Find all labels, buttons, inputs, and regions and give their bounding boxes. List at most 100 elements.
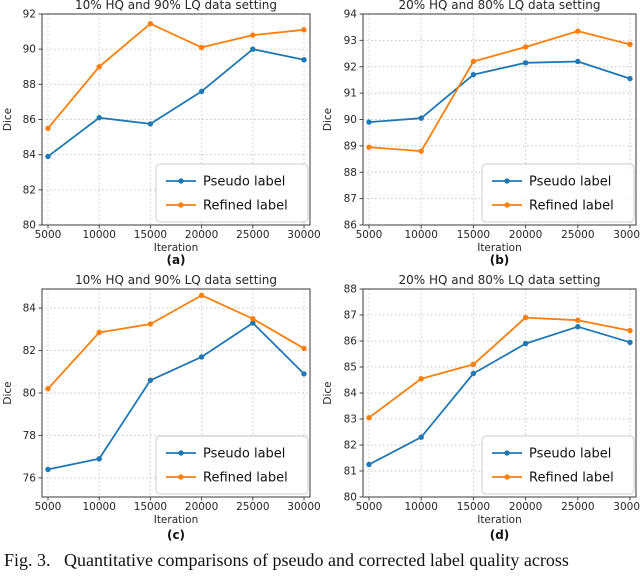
x-axis-label: Iteration (477, 242, 522, 254)
y-tick-label: 86 (344, 220, 358, 232)
data-point (147, 377, 154, 383)
chart-panel-b: 86 87 88 89 90 91 92 93 94 5000 10000 15000 20000 250… (320, 0, 640, 268)
x-axis-label: Iteration (154, 514, 199, 526)
data-point (418, 115, 424, 121)
data-point (627, 327, 633, 334)
data-point (418, 434, 424, 440)
data-point (96, 64, 102, 70)
legend-marker (504, 202, 510, 208)
axes: 80 82 84 86 88 90 92 5000 10000 15000 20000 25000 30… (23, 9, 320, 242)
x-tick-label: 10000 (404, 501, 437, 513)
data-point (198, 44, 205, 51)
y-tick-label: 82 (23, 184, 36, 196)
legend-label: Pseudo label (529, 447, 611, 462)
chart-title: 10% HQ and 90% LQ data setting (75, 0, 277, 12)
axes: 76 78 80 82 84 5000 10000 15000 20000 25000 30000 (23, 303, 320, 513)
x-tick-label: 15000 (457, 229, 490, 241)
figure-caption: Fig. 3. Quantitative comparisons of pseu… (4, 550, 569, 570)
y-tick-label: 82 (23, 345, 36, 357)
data-point (366, 415, 372, 421)
data-point (522, 314, 529, 321)
legend-label: Refined label (529, 471, 614, 486)
chart-title: 10% HQ and 90% LQ data setting (75, 273, 277, 287)
data-point (366, 461, 372, 468)
x-tick-label: 20000 (185, 501, 218, 513)
data-point (301, 27, 307, 33)
data-point (470, 71, 477, 78)
legend: Pseudo label Refined label (155, 163, 309, 223)
legend-label: Refined label (203, 199, 288, 214)
legend-marker (504, 178, 510, 184)
x-axis-label: Iteration (477, 514, 522, 526)
y-tick-label: 89 (344, 140, 357, 152)
data-point (575, 58, 581, 65)
y-tick-label: 92 (23, 9, 36, 21)
data-point (250, 46, 256, 52)
x-tick-label: 15000 (457, 501, 490, 513)
axes: 80 81 82 83 84 85 86 87 88 5000 10000 15000 20000 250… (344, 284, 640, 514)
series-refined-label (366, 28, 633, 154)
y-tick-label: 86 (23, 114, 37, 126)
y-tick-label: 88 (344, 284, 357, 296)
y-tick-label: 88 (344, 167, 357, 179)
y-tick-label: 91 (344, 88, 357, 100)
y-tick-label: 81 (344, 466, 357, 478)
legend-marker (504, 474, 510, 480)
x-tick-label: 5000 (356, 501, 383, 513)
y-tick-label: 80 (23, 220, 36, 232)
data-point (470, 361, 477, 368)
data-point (147, 121, 154, 127)
legend-marker (178, 450, 184, 456)
data-point (45, 386, 51, 392)
legend-marker (178, 202, 184, 208)
data-point (147, 20, 154, 27)
y-tick-label: 93 (344, 35, 357, 47)
y-tick-label: 87 (344, 310, 357, 322)
data-point (470, 58, 477, 65)
legend-marker (178, 474, 184, 480)
y-axis-label: Dice (2, 108, 14, 131)
data-point (470, 370, 477, 377)
y-tick-label: 76 (23, 472, 37, 484)
x-tick-label: 25000 (236, 229, 269, 241)
subplot-label: (a) (166, 253, 185, 267)
x-tick-label: 30000 (287, 501, 320, 513)
x-tick-label: 25000 (561, 501, 594, 513)
x-tick-label: 30000 (287, 229, 320, 241)
chart-title: 20% HQ and 80% LQ data setting (398, 0, 600, 12)
line-chart-a: 80 82 84 86 88 90 92 5000 10000 15000 20000 25000 30… (2, 0, 320, 267)
subplot-label: (c) (167, 528, 185, 542)
series-pseudo-label (366, 324, 633, 468)
series-refined-label (45, 20, 307, 131)
series-pseudo-label (366, 58, 633, 125)
data-point (198, 292, 205, 299)
data-point (522, 340, 529, 347)
legend: Pseudo label Refined label (481, 435, 635, 495)
data-point (45, 153, 51, 160)
x-tick-label: 10000 (404, 229, 437, 241)
data-point (522, 60, 529, 66)
data-point (627, 75, 633, 82)
line-chart-d: 80 81 82 83 84 85 86 87 88 5000 10000 15000 20000 250… (322, 273, 640, 542)
y-tick-label: 80 (344, 492, 357, 504)
legend-label: Refined label (203, 471, 288, 486)
legend-label: Pseudo label (203, 447, 285, 462)
line-chart-c: 76 78 80 82 84 5000 10000 15000 20000 25000 30000 1… (2, 273, 320, 542)
series-refined-label (45, 292, 307, 392)
data-point (301, 345, 307, 352)
y-tick-label: 84 (23, 149, 37, 161)
data-point (96, 456, 102, 462)
x-tick-label: 5000 (35, 501, 62, 513)
data-point (301, 57, 307, 63)
data-point (250, 316, 256, 322)
data-point (96, 115, 102, 121)
x-axis-label: Iteration (154, 242, 199, 254)
y-tick-label: 80 (23, 388, 36, 400)
subplot-label: (b) (490, 253, 510, 267)
x-tick-label: 25000 (561, 229, 594, 241)
x-tick-label: 30000 (613, 229, 640, 241)
x-tick-label: 20000 (185, 229, 218, 241)
data-point (575, 324, 581, 330)
series-pseudo-label (45, 320, 307, 473)
y-tick-label: 83 (344, 414, 357, 426)
